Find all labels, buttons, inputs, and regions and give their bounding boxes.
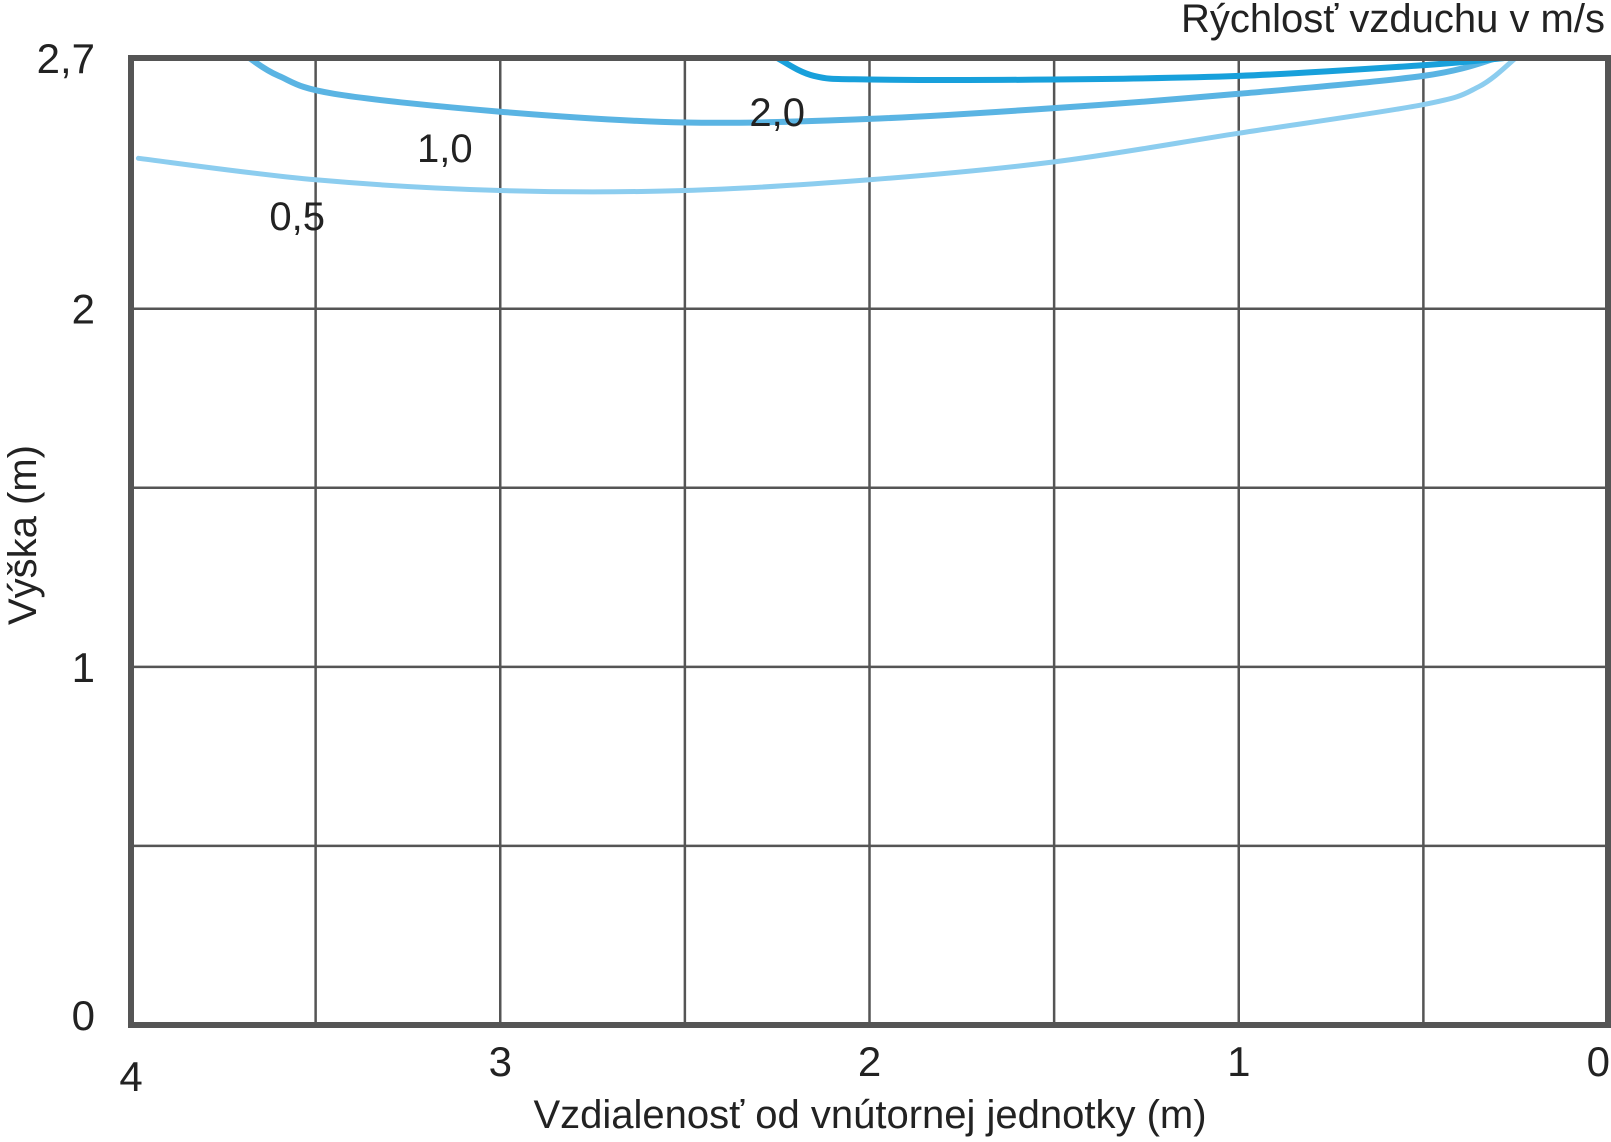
y-tick-label-0: 0: [72, 992, 95, 1039]
x-tick-label-0: 4: [119, 1053, 142, 1100]
curve-labels: 0,5 1,0 2,0: [269, 91, 805, 239]
y-tick-label-1: 1: [72, 644, 95, 691]
legend-title: Rýchlosť vzduchu v m/s: [1181, 0, 1605, 41]
velocity-curves: [135, 55, 1519, 195]
curve-label-1-0: 1,0: [417, 127, 473, 171]
curve-0-5: [135, 55, 1519, 195]
x-tick-label-4: 0: [1587, 1038, 1610, 1085]
y-axis-title: Výška (m): [1, 445, 45, 625]
x-tick-label-2: 2: [858, 1038, 881, 1085]
grid: [129, 56, 1610, 1027]
curve-label-2-0: 2,0: [749, 91, 805, 135]
x-axis-ticks: 4 3 2 1 0: [119, 1038, 1610, 1100]
curve-label-0-5: 0,5: [269, 195, 325, 239]
x-axis-title: Vzdialenosť od vnútornej jednotky (m): [533, 1093, 1206, 1137]
y-tick-label-3: 2,7: [37, 35, 95, 82]
x-tick-label-1: 3: [489, 1038, 512, 1085]
x-tick-label-3: 1: [1227, 1038, 1250, 1085]
curve-1-0: [246, 55, 1501, 126]
y-axis-ticks: 0 1 2 2,7: [37, 35, 95, 1039]
curve-2-0: [774, 55, 1508, 83]
y-tick-label-2: 2: [72, 286, 95, 333]
plot-frame: [128, 55, 1611, 1028]
